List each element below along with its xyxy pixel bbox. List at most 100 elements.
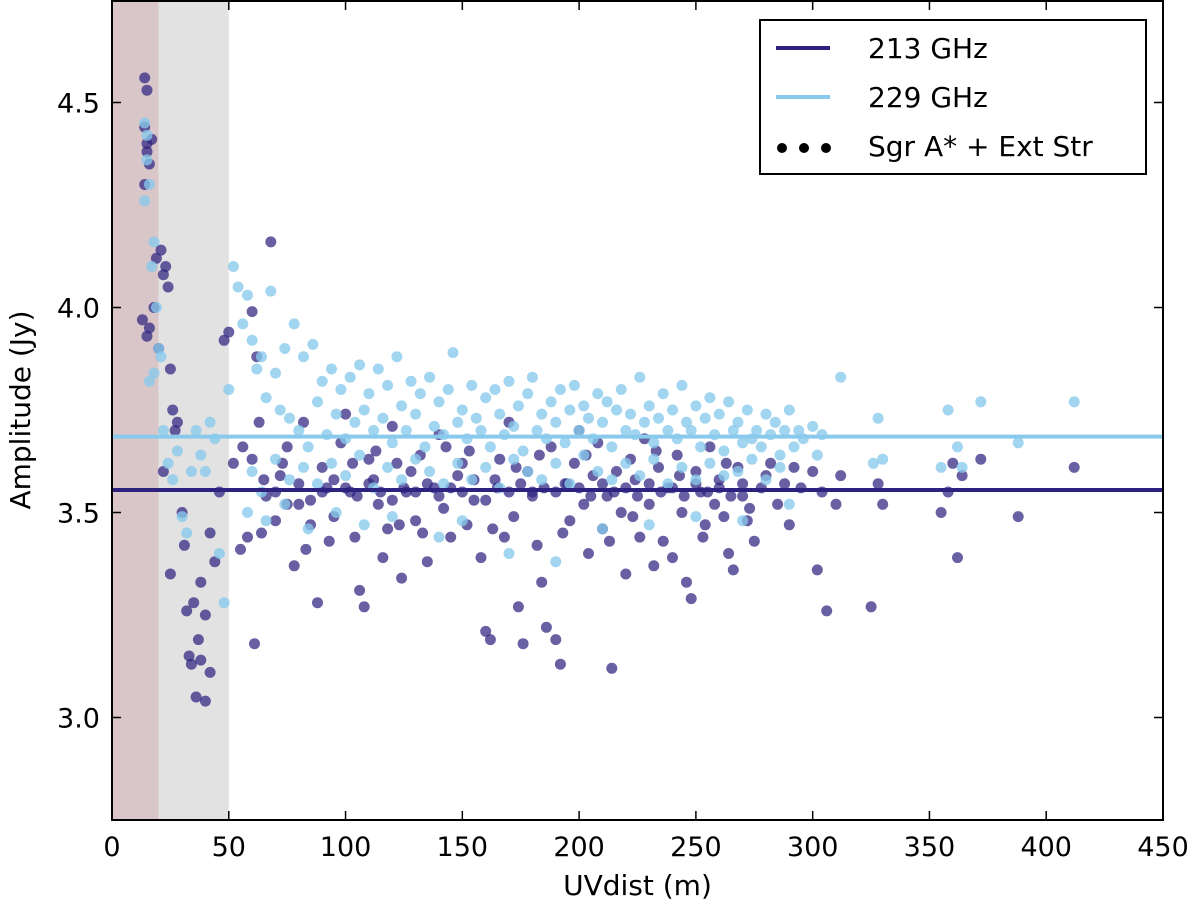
- point-229ghz-133: [723, 396, 735, 408]
- point-213ghz-45: [246, 306, 258, 318]
- point-213ghz-88: [468, 494, 480, 506]
- point-229ghz-134: [727, 425, 739, 436]
- point-213ghz-31: [192, 634, 204, 646]
- legend-dot: [799, 143, 809, 153]
- point-229ghz-2: [139, 195, 151, 207]
- point-229ghz-115: [639, 416, 650, 428]
- axis-ticks: 0 50 100 150 200 250 300 350 400 450 3.0 3.5 4.0 4.5: [57, 1, 1189, 863]
- point-213ghz-139: [709, 498, 721, 510]
- y-tick-label: 4.0: [57, 294, 100, 325]
- point-213ghz-101: [531, 539, 543, 551]
- point-213ghz-23: [164, 568, 176, 580]
- point-229ghz-147: [788, 441, 800, 453]
- point-229ghz-186: [550, 457, 562, 469]
- point-229ghz-208: [358, 519, 370, 531]
- point-229ghz-202: [774, 461, 786, 473]
- point-213ghz-96: [508, 511, 520, 523]
- point-229ghz-153: [835, 371, 847, 383]
- point-229ghz-6: [148, 236, 160, 248]
- point-229ghz-189: [592, 466, 604, 477]
- point-229ghz-55: [358, 404, 370, 416]
- point-229ghz-203: [242, 507, 253, 518]
- point-229ghz-33: [256, 351, 267, 363]
- point-229ghz-200: [746, 453, 758, 465]
- point-213ghz-54: [288, 560, 300, 572]
- point-229ghz-80: [475, 425, 487, 436]
- point-213ghz-97: [512, 601, 524, 613]
- point-213ghz-128: [657, 535, 669, 547]
- point-229ghz-136: [737, 437, 749, 449]
- point-229ghz-25: [218, 597, 230, 609]
- point-229ghz-213: [550, 556, 562, 568]
- point-229ghz-184: [522, 466, 534, 477]
- point-229ghz-14: [167, 474, 179, 486]
- point-213ghz-188: [421, 478, 433, 490]
- point-229ghz-71: [433, 396, 445, 408]
- point-213ghz-0: [139, 72, 151, 84]
- point-229ghz-191: [620, 457, 632, 469]
- point-229ghz-193: [648, 453, 660, 465]
- point-213ghz-19: [167, 404, 179, 416]
- point-229ghz-150: [807, 420, 819, 432]
- point-229ghz-183: [508, 453, 520, 465]
- point-229ghz-151: [811, 449, 823, 461]
- point-229ghz-101: [573, 425, 585, 436]
- point-213ghz-226: [463, 445, 475, 457]
- point-213ghz-160: [830, 498, 842, 510]
- point-229ghz-217: [737, 515, 749, 527]
- point-229ghz-146: [783, 404, 795, 416]
- point-213ghz-56: [298, 416, 309, 428]
- point-213ghz-59: [316, 461, 328, 473]
- point-229ghz-169: [312, 478, 323, 490]
- point-229ghz-42: [298, 351, 309, 363]
- point-213ghz-207: [643, 478, 655, 490]
- legend-label-213ghz: 213 GHz: [868, 32, 988, 65]
- point-229ghz-78: [466, 379, 478, 391]
- point-229ghz-26: [223, 384, 235, 395]
- point-229ghz-67: [414, 388, 426, 400]
- point-213ghz-229: [533, 449, 545, 461]
- point-213ghz-180: [328, 474, 340, 486]
- point-213ghz-152: [779, 478, 791, 490]
- point-213ghz-42: [227, 457, 239, 469]
- point-213ghz-197: [526, 490, 538, 502]
- point-229ghz-38: [279, 343, 291, 354]
- point-213ghz-138: [704, 441, 716, 453]
- point-229ghz-62: [391, 351, 403, 363]
- point-229ghz-35: [265, 285, 277, 297]
- point-213ghz-221: [347, 457, 359, 469]
- point-229ghz-180: [466, 474, 478, 486]
- point-229ghz-112: [625, 408, 636, 420]
- point-229ghz-214: [597, 523, 608, 535]
- point-213ghz-3: [141, 146, 153, 158]
- point-213ghz-202: [585, 490, 597, 502]
- point-213ghz-70: [372, 498, 384, 510]
- point-229ghz-100: [568, 379, 580, 391]
- point-213ghz-126: [648, 560, 660, 572]
- point-229ghz-46: [316, 375, 328, 387]
- point-229ghz-76: [456, 404, 468, 416]
- point-229ghz-132: [718, 445, 730, 457]
- point-229ghz-156: [877, 453, 889, 465]
- point-213ghz-147: [748, 535, 760, 547]
- point-213ghz-203: [597, 478, 608, 490]
- point-229ghz-53: [349, 416, 361, 428]
- point-213ghz-91: [484, 634, 496, 646]
- point-213ghz-30: [190, 691, 202, 703]
- point-229ghz-32: [251, 363, 263, 375]
- point-229ghz-19: [190, 425, 202, 436]
- point-229ghz-61: [386, 437, 398, 449]
- point-229ghz-70: [428, 420, 440, 432]
- point-229ghz-110: [615, 384, 627, 395]
- point-229ghz-58: [372, 363, 384, 375]
- point-229ghz-10: [143, 375, 155, 387]
- x-tick-label: 0: [103, 832, 120, 863]
- point-213ghz-94: [498, 531, 510, 543]
- point-213ghz-75: [396, 572, 408, 584]
- point-229ghz-139: [751, 425, 763, 436]
- shaded-region-0: [112, 0, 159, 820]
- point-213ghz-65: [349, 531, 361, 543]
- point-229ghz-4: [141, 154, 153, 166]
- legend-dot: [777, 143, 787, 153]
